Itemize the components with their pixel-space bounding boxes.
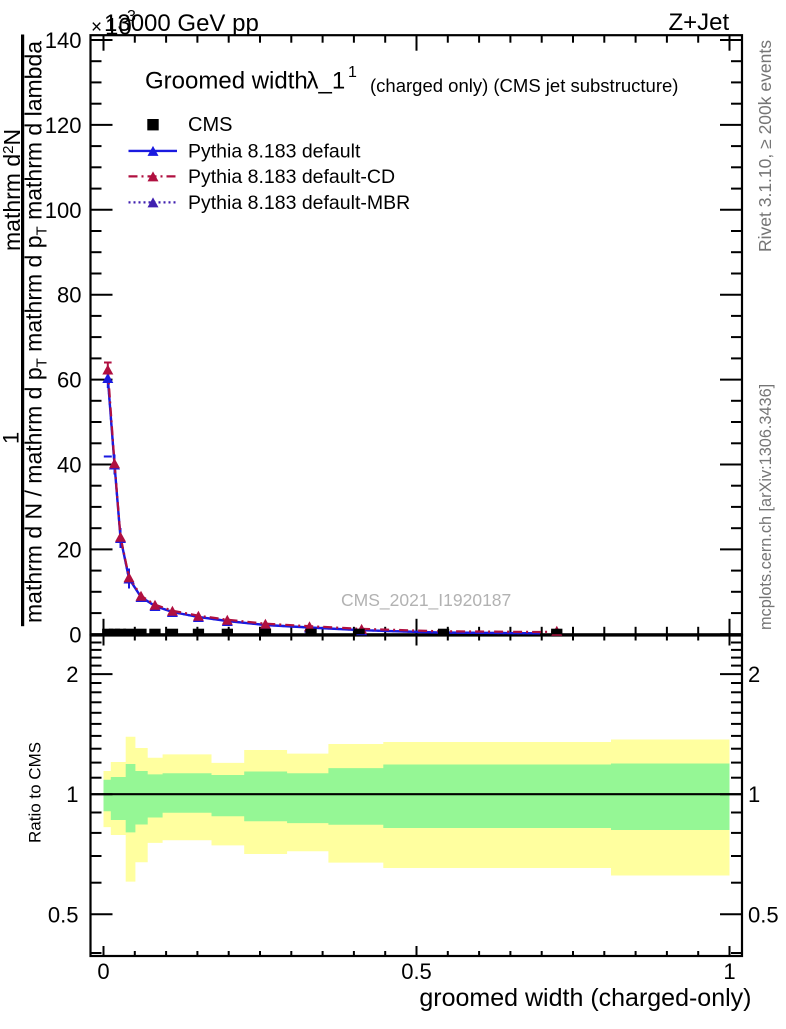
svg-text:(charged only) (CMS jet substr: (charged only) (CMS jet substructure) (370, 75, 678, 96)
svg-text:40: 40 (57, 453, 81, 478)
svg-text:λ_1: λ_1 (307, 68, 346, 95)
svg-text:Pythia 8.183 default-MBR: Pythia 8.183 default-MBR (188, 192, 410, 214)
svg-text:1: 1 (748, 782, 760, 807)
svg-text:CMS: CMS (188, 114, 232, 136)
svg-text:1: 1 (723, 959, 735, 984)
svg-text:140: 140 (45, 28, 82, 53)
svg-text:80: 80 (57, 283, 81, 308)
svg-text:60: 60 (57, 368, 81, 393)
svg-text:0.5: 0.5 (748, 902, 779, 927)
svg-text:0.5: 0.5 (48, 902, 79, 927)
svg-text:Z+Jet: Z+Jet (669, 9, 730, 36)
svg-text:2: 2 (748, 662, 760, 687)
svg-text:mathrm d N / mathrm d pT mathr: mathrm d N / mathrm d pT mathrm d pT mat… (21, 41, 51, 623)
svg-text:120: 120 (45, 113, 82, 138)
svg-text:100: 100 (45, 198, 82, 223)
svg-text:0: 0 (97, 959, 109, 984)
svg-text:20: 20 (57, 537, 81, 562)
svg-text:13000 GeV pp: 13000 GeV pp (104, 10, 259, 37)
svg-text:1: 1 (66, 782, 78, 807)
svg-text:×: × (91, 17, 102, 38)
svg-text:3: 3 (127, 8, 136, 25)
svg-text:Pythia 8.183 default: Pythia 8.183 default (188, 140, 361, 162)
svg-text:2: 2 (66, 662, 78, 687)
svg-text:mcplots.cern.ch [arXiv:1306.34: mcplots.cern.ch [arXiv:1306.3436] (757, 384, 775, 630)
svg-text:1: 1 (348, 64, 357, 81)
svg-text:10: 10 (105, 14, 132, 41)
svg-text:groomed width (charged-only): groomed width (charged-only) (419, 984, 751, 1012)
svg-text:0: 0 (69, 622, 81, 647)
svg-text:CMS_2021_I1920187: CMS_2021_I1920187 (341, 590, 511, 611)
svg-text:Ratio to CMS: Ratio to CMS (26, 742, 45, 843)
svg-text:Groomed width: Groomed width (145, 68, 308, 95)
svg-text:1: 1 (0, 432, 24, 444)
svg-text:Pythia 8.183 default-CD: Pythia 8.183 default-CD (188, 166, 395, 188)
svg-text:Rivet 3.1.10, ≥ 200k events: Rivet 3.1.10, ≥ 200k events (755, 40, 775, 252)
svg-text:0.5: 0.5 (401, 959, 432, 984)
